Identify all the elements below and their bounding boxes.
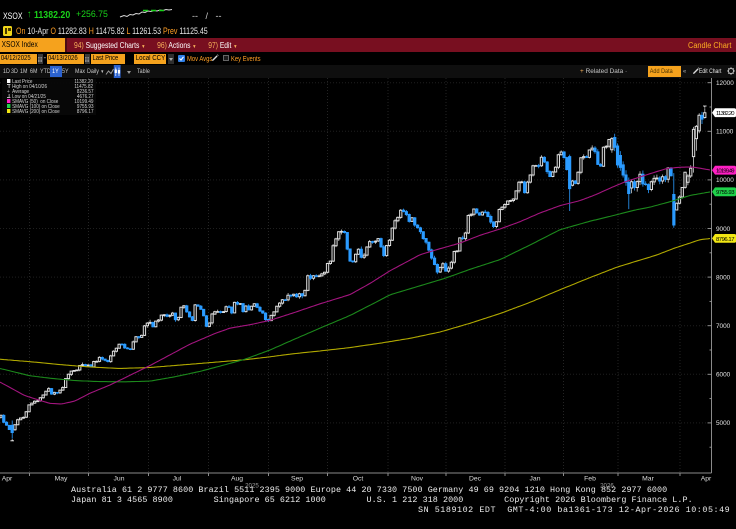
svg-text:6000: 6000 bbox=[716, 372, 731, 379]
svg-text:7000: 7000 bbox=[716, 323, 731, 330]
svg-text:Jan: Jan bbox=[530, 476, 541, 483]
svg-text:8000: 8000 bbox=[716, 274, 731, 281]
svg-text:Feb: Feb bbox=[584, 476, 596, 483]
svg-text:Apr: Apr bbox=[701, 476, 712, 483]
svg-text:May: May bbox=[55, 476, 68, 483]
svg-text:Nov: Nov bbox=[411, 476, 424, 483]
svg-text:9000: 9000 bbox=[716, 226, 731, 233]
svg-text:Dec: Dec bbox=[469, 476, 482, 483]
svg-text:9755.93: 9755.93 bbox=[716, 190, 735, 196]
svg-text:10000: 10000 bbox=[716, 177, 734, 184]
svg-text:Apr: Apr bbox=[2, 476, 13, 483]
svg-text:11000: 11000 bbox=[716, 129, 734, 136]
svg-text:12000: 12000 bbox=[716, 80, 734, 87]
svg-text:8796.17: 8796.17 bbox=[716, 237, 735, 243]
svg-text:Jul: Jul bbox=[173, 476, 182, 483]
svg-text:Jun: Jun bbox=[114, 476, 125, 483]
svg-text:2025: 2025 bbox=[245, 483, 259, 490]
svg-text:5000: 5000 bbox=[716, 420, 731, 427]
svg-text:Mar: Mar bbox=[642, 476, 654, 483]
svg-text:Sep: Sep bbox=[291, 476, 303, 483]
svg-text:Oct: Oct bbox=[353, 476, 364, 483]
svg-text:2026: 2026 bbox=[600, 483, 614, 490]
svg-text:Aug: Aug bbox=[231, 476, 243, 483]
svg-text:10199.49: 10199.49 bbox=[716, 169, 735, 175]
svg-text:11382.20: 11382.20 bbox=[716, 111, 735, 117]
